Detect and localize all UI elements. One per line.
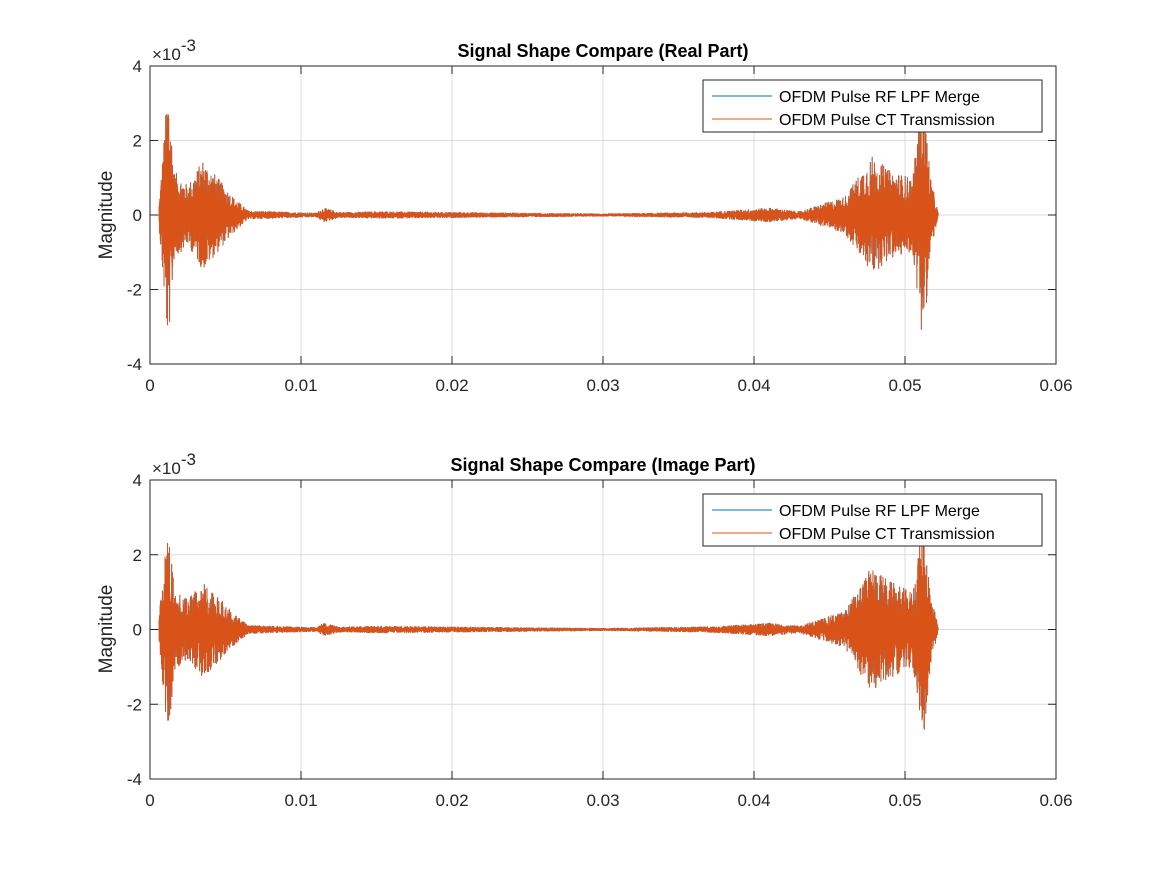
legend-label-ct-transmission-1: OFDM Pulse CT Transmission — [779, 112, 995, 129]
x-tick-label: 0.05 — [888, 791, 921, 810]
ticks-1: 0 0.01 0.02 0.03 0.04 0.05 0.06 -4 -2 0 2 4 — [127, 57, 1073, 395]
x-tick-label: 0.02 — [435, 791, 468, 810]
subplot-real-part: 0 0.01 0.02 0.03 0.04 0.05 0.06 -4 -2 0 2 4 Signal … — [96, 36, 1073, 395]
x-tick-label: 0.01 — [284, 791, 317, 810]
legend-box-2 — [702, 493, 1043, 547]
y-tick-label: -4 — [127, 770, 142, 789]
y-tick-label: -2 — [127, 281, 142, 300]
chart-title-1: Signal Shape Compare (Real Part) — [457, 41, 748, 61]
y-exponent-2: ×10-3 — [152, 450, 196, 478]
legend-label-rf-lpf-merge-1: OFDM Pulse RF LPF Merge — [779, 89, 980, 106]
y-tick-label: 0 — [133, 621, 142, 640]
x-tick-label: 0 — [145, 791, 154, 810]
legend-box-1 — [702, 79, 1043, 133]
chart-title-2: Signal Shape Compare (Image Part) — [450, 455, 755, 475]
x-tick-label: 0.05 — [888, 376, 921, 395]
x-tick-label: 0.06 — [1039, 791, 1072, 810]
legend-label-ct-transmission-2: OFDM Pulse CT Transmission — [779, 526, 995, 543]
x-tick-label: 0.03 — [586, 376, 619, 395]
x-tick-label: 0.06 — [1039, 376, 1072, 395]
subplot-image-part: 0 0.01 0.02 0.03 0.04 0.05 0.06 -4 -2 0 2 4 Signal … — [96, 450, 1073, 810]
x-tick-label: 0.04 — [737, 376, 770, 395]
x-tick-label: 0 — [145, 376, 154, 395]
y-axis-label-2: Magnitude — [96, 585, 117, 674]
x-tick-label: 0.02 — [435, 376, 468, 395]
y-tick-label: 4 — [133, 57, 142, 76]
y-tick-label: 0 — [133, 206, 142, 225]
legend-2[interactable]: OFDM Pulse RF LPF Merge OFDM Pulse CT Tr… — [702, 493, 1043, 547]
y-exponent-1: ×10-3 — [152, 36, 196, 64]
ticks-2: 0 0.01 0.02 0.03 0.04 0.05 0.06 -4 -2 0 2 4 — [127, 471, 1073, 810]
y-tick-label: 2 — [133, 546, 142, 565]
x-tick-label: 0.04 — [737, 791, 770, 810]
x-tick-label: 0.01 — [284, 376, 317, 395]
y-tick-label: -4 — [127, 355, 142, 374]
y-tick-label: 2 — [133, 132, 142, 151]
legend-1[interactable]: OFDM Pulse RF LPF Merge OFDM Pulse CT Tr… — [702, 79, 1043, 133]
legend-label-rf-lpf-merge-2: OFDM Pulse RF LPF Merge — [779, 503, 980, 520]
y-tick-label: 4 — [133, 471, 142, 490]
x-tick-label: 0.03 — [586, 791, 619, 810]
y-axis-label-1: Magnitude — [96, 171, 117, 260]
y-tick-label: -2 — [127, 695, 142, 714]
